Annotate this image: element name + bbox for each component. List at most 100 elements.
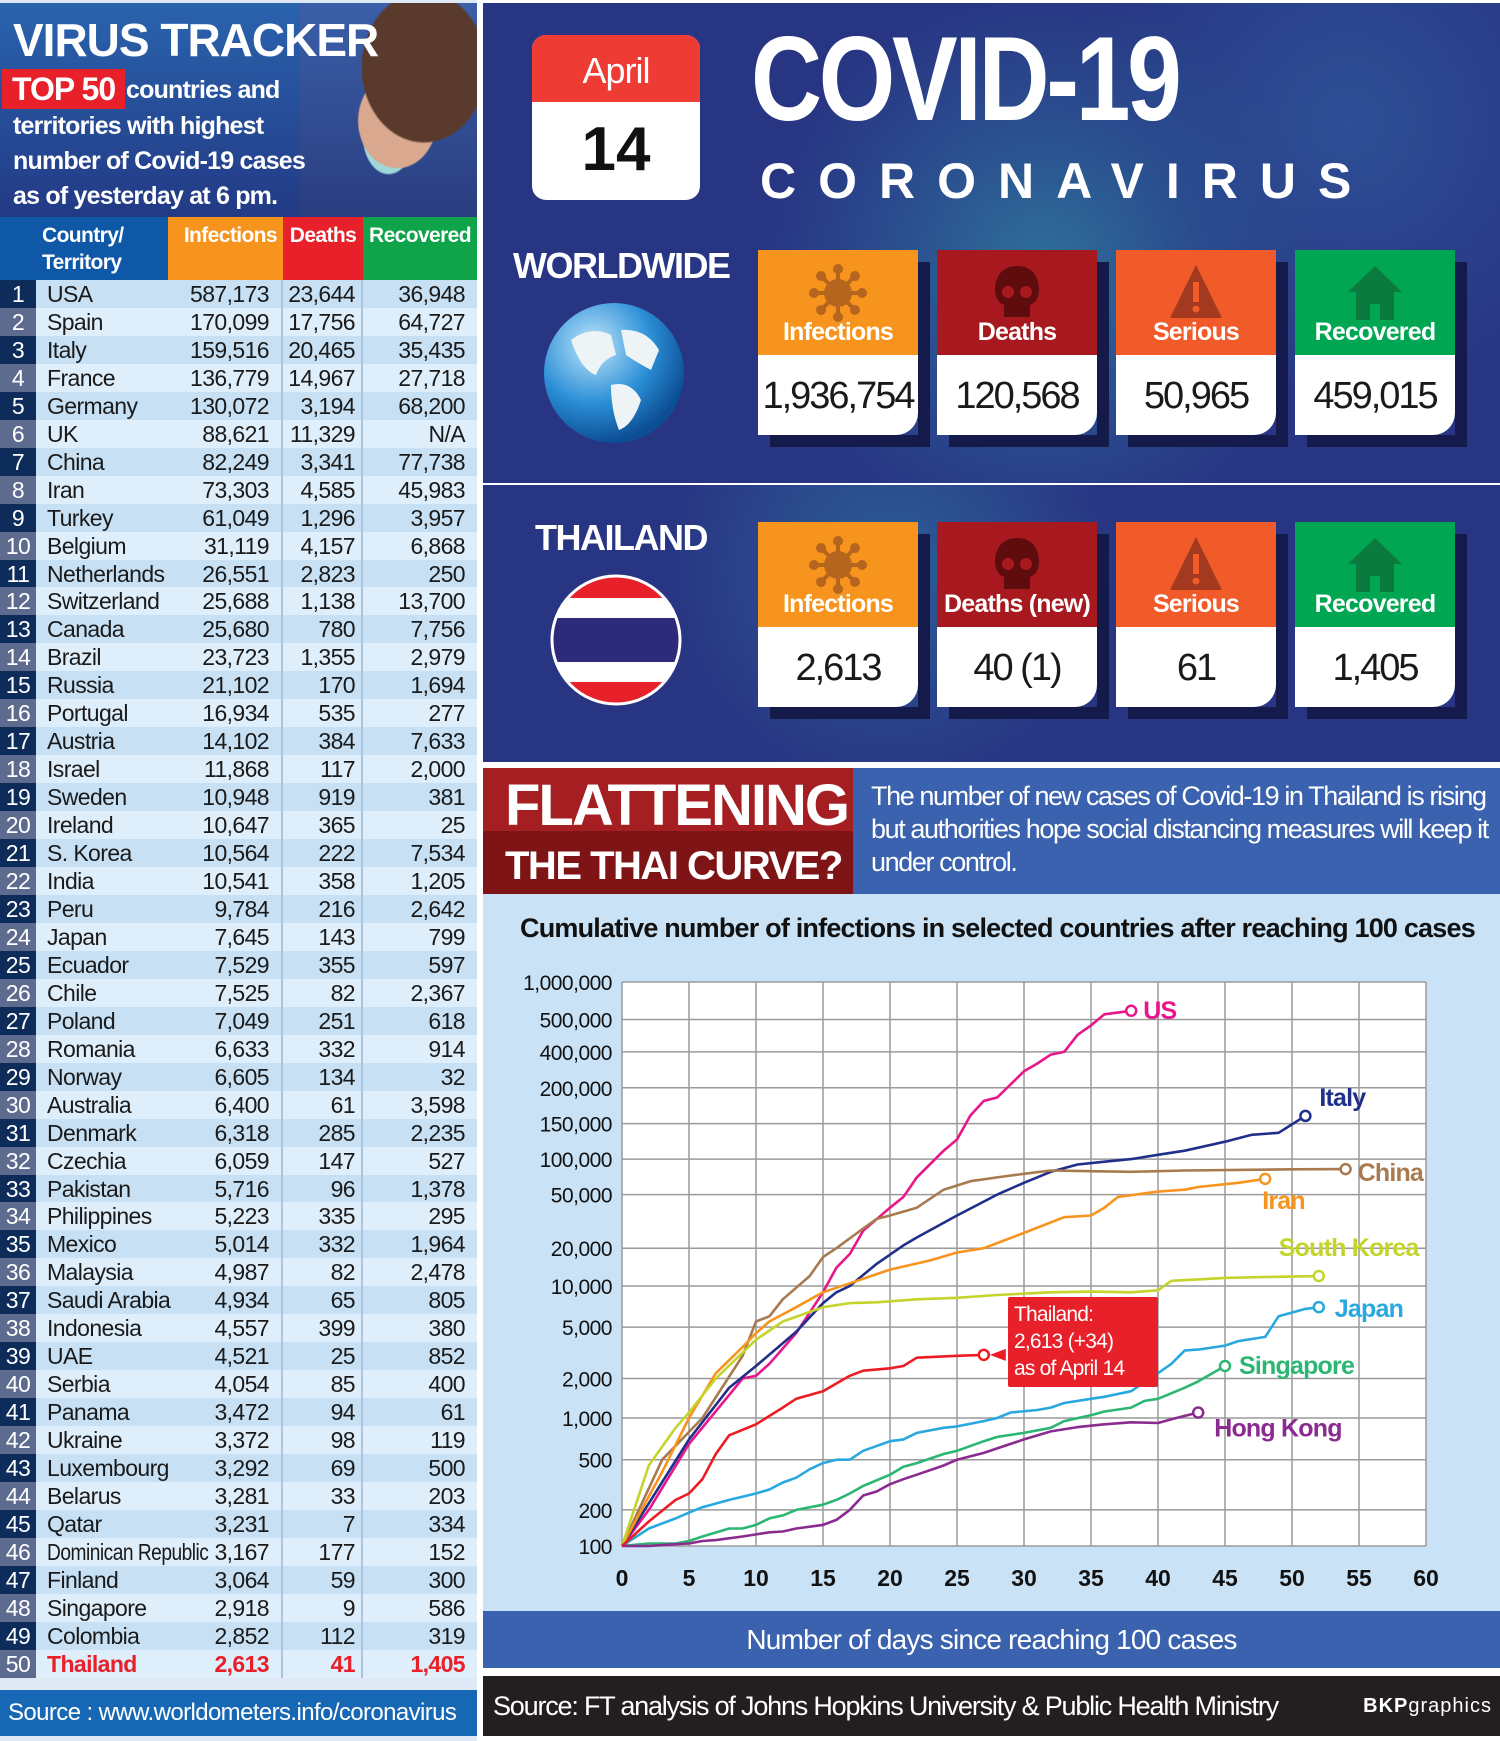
- cell-deaths: 61: [283, 1090, 363, 1119]
- worldwide-card-recovered: Recovered 459,015: [1295, 250, 1455, 435]
- series-endpoint-italy: [1299, 1109, 1312, 1123]
- table-row: 44 Belarus 3,281 33 203: [0, 1481, 477, 1510]
- cell-country-wrap: Peru: [36, 895, 168, 923]
- cell-infections: 2,852: [168, 1621, 283, 1650]
- cell-deaths: 9: [283, 1593, 363, 1622]
- series-line-us: [620, 1009, 1132, 1547]
- cell-country: UAE: [47, 1343, 93, 1370]
- table-row: 40 Serbia 4,054 85 400: [0, 1370, 477, 1399]
- cell-infections: 82,249: [168, 447, 283, 476]
- cell-recovered: 2,000: [410, 756, 465, 783]
- cell-recovered: 3,598: [410, 1091, 465, 1118]
- cell-country-wrap: Norway: [36, 1063, 168, 1091]
- table-row: 47 Finland 3,064 59 300: [0, 1565, 477, 1594]
- cell-deaths: 335: [283, 1202, 363, 1231]
- cell-country: Japan: [47, 923, 107, 950]
- cell-deaths: 20,465: [283, 335, 363, 364]
- cell-deaths: 17,756: [283, 307, 363, 336]
- cell-rank: 50: [0, 1649, 36, 1678]
- cell-country: Luxembourg: [47, 1455, 169, 1482]
- tracker-subtitle-line: number of Covid-19 cases: [13, 147, 306, 175]
- table-row: 18 Israel 11,868 117 2,000: [0, 755, 477, 784]
- cell-rank: 49: [0, 1621, 36, 1650]
- cell-country: Canada: [47, 616, 125, 643]
- cell-deaths: 332: [283, 1034, 363, 1063]
- cell-country-wrap: Spain: [36, 308, 168, 336]
- x-tick-label: 55: [1346, 1565, 1372, 1591]
- cell-country-wrap: Turkey: [36, 504, 168, 532]
- cell-country: Israel: [47, 756, 100, 783]
- thailand-label: THAILAND: [535, 517, 708, 558]
- cell-deaths: 4,585: [283, 475, 363, 504]
- date-calendar: April 14: [532, 35, 700, 200]
- cell-country: Indonesia: [47, 1315, 142, 1342]
- cell-deaths: 535: [283, 699, 363, 728]
- table-row: 32 Czechia 6,059 147 527: [0, 1146, 477, 1175]
- cell-country-wrap: Czechia: [36, 1147, 168, 1175]
- thailand-card-deaths-new: Deaths (new) 40 (1): [937, 522, 1097, 707]
- cell-country-wrap: Finland: [36, 1566, 168, 1594]
- series-line-china: [620, 1167, 1346, 1547]
- thailand-flag-icon: [550, 574, 682, 706]
- column-header-recovered: Recovered: [363, 217, 477, 280]
- table-row: 50 Thailand 2,613 41 1,405: [0, 1649, 477, 1678]
- cell-deaths: 222: [283, 839, 363, 868]
- y-tick-label: 500: [578, 1450, 612, 1473]
- cell-country: Turkey: [47, 504, 113, 531]
- cell-infections: 3,281: [168, 1481, 283, 1510]
- cell-deaths: 23,644: [283, 280, 363, 308]
- x-tick-label: 0: [616, 1565, 629, 1591]
- cell-country-wrap: Sweden: [36, 783, 168, 811]
- cell-rank: 40: [0, 1370, 36, 1399]
- cell-country-wrap: France: [36, 364, 168, 392]
- table-row: 4 France 136,779 14,967 27,718: [0, 363, 477, 392]
- x-tick-label: 35: [1078, 1565, 1104, 1591]
- cell-country-wrap: Switzerland: [36, 587, 168, 615]
- cell-rank: 9: [0, 503, 36, 532]
- cell-deaths: 112: [283, 1621, 363, 1650]
- thailand-card-serious: Serious 61: [1116, 522, 1276, 707]
- cell-rank: 7: [0, 447, 36, 476]
- flattening-title: FLATTENING: [505, 773, 850, 838]
- cell-country: Qatar: [47, 1510, 102, 1537]
- cell-rank: 14: [0, 643, 36, 672]
- table-row: 19 Sweden 10,948 919 381: [0, 783, 477, 812]
- cell-country-wrap: Portugal: [36, 699, 168, 727]
- cell-rank: 26: [0, 978, 36, 1007]
- cell-country-wrap: Ireland: [36, 811, 168, 839]
- card-header: Deaths (new): [937, 522, 1097, 627]
- cell-deaths: 919: [283, 783, 363, 812]
- table-row: 37 Saudi Arabia 4,934 65 805: [0, 1286, 477, 1315]
- cell-infections: 14,102: [168, 727, 283, 756]
- x-tick-label: 10: [743, 1565, 769, 1591]
- cell-country-wrap: Denmark: [36, 1119, 168, 1147]
- y-tick-label: 500,000: [540, 1010, 612, 1033]
- cell-infections: 130,072: [168, 391, 283, 420]
- y-tick-label: 100: [578, 1536, 612, 1559]
- cell-deaths: 96: [283, 1174, 363, 1203]
- cell-country-wrap: Saudi Arabia: [36, 1286, 171, 1314]
- series-line-iran: [620, 1177, 1266, 1547]
- y-tick-label: 100,000: [540, 1149, 612, 1172]
- cell-deaths: 85: [283, 1370, 363, 1399]
- cell-recovered: 300: [428, 1566, 465, 1593]
- table-row: 26 Chile 7,525 82 2,367: [0, 978, 477, 1007]
- cell-recovered: 119: [430, 1427, 465, 1454]
- tracker-subtitle-line: countries and: [126, 76, 280, 104]
- cell-rank: 17: [0, 727, 36, 756]
- cell-infections: 11,868: [168, 755, 283, 784]
- cell-recovered: 36,948: [398, 281, 465, 307]
- table-row: 28 Romania 6,633 332 914: [0, 1034, 477, 1063]
- country-table: 1 USA 587,173 23,644 36,948 2 Spain 170,099 17,7…: [0, 280, 477, 1678]
- cell-recovered: 6,868: [410, 532, 465, 559]
- table-row: 36 Malaysia 4,987 82 2,478: [0, 1258, 477, 1287]
- cell-country-wrap: Ecuador: [36, 951, 168, 979]
- table-row: 23 Peru 9,784 216 2,642: [0, 894, 477, 923]
- cell-infections: 6,633: [168, 1034, 283, 1063]
- cell-country: France: [47, 364, 116, 391]
- cell-country: Romania: [47, 1035, 135, 1062]
- cell-deaths: 365: [283, 811, 363, 840]
- main-subtitle: CORONAVIRUS: [760, 153, 1374, 209]
- cell-deaths: 2,823: [283, 559, 363, 588]
- globe-icon: [544, 303, 684, 443]
